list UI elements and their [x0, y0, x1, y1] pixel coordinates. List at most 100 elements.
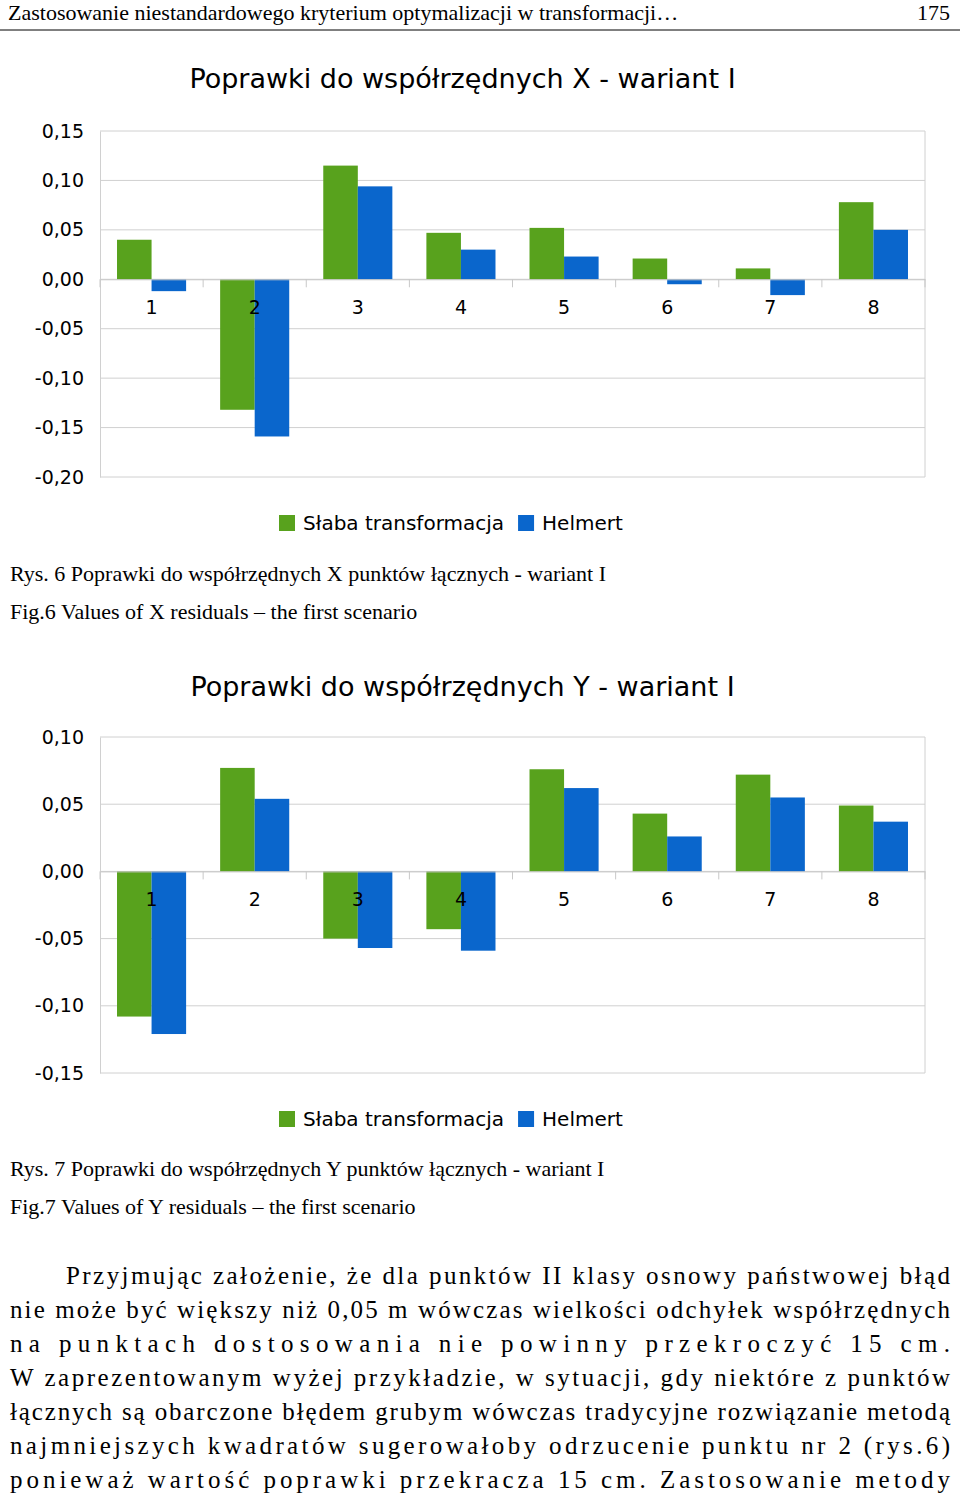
y-tick-label: 0,15	[42, 120, 84, 142]
x-tick-label: 6	[661, 888, 673, 910]
grid-line	[100, 737, 925, 738]
bars	[117, 768, 908, 1034]
x-tick-label: 3	[352, 888, 364, 910]
x-tick: 6	[661, 279, 673, 317]
bar	[736, 775, 771, 872]
x-tick: 2	[249, 279, 261, 317]
chart-title: Poprawki do współrzędnych X - wariant I	[189, 63, 735, 94]
y-tick: -0,05	[35, 317, 100, 339]
paragraph-line: na punktach dostosowania nie powinny prz…	[10, 1330, 950, 1357]
y-tick-label: 0,10	[42, 726, 84, 748]
series	[152, 186, 908, 436]
category-separator	[306, 279, 307, 287]
x-tick-label: 5	[558, 296, 570, 318]
x-tick: 8	[867, 871, 879, 909]
category-separator	[512, 279, 513, 287]
category-separator	[615, 279, 616, 287]
bar	[873, 822, 908, 872]
bar	[736, 268, 771, 279]
chart: Poprawki do współrzędnych X - wariant I -…	[35, 63, 926, 535]
x-tick: 3	[352, 279, 364, 317]
bar	[426, 233, 461, 279]
category-separator	[821, 871, 822, 879]
y-tick-label: 0,00	[42, 268, 84, 290]
legend-label: Słaba transformacja	[303, 1107, 504, 1131]
legend-item: Słaba transformacja	[279, 1107, 504, 1131]
chart: Poprawki do współrzędnych Y - wariant I -…	[35, 671, 926, 1131]
legend-label: Słaba transformacja	[303, 511, 504, 535]
y-axis-line	[100, 132, 101, 478]
grid-line	[100, 1073, 925, 1074]
y-axis: -0,20-0,15-0,10-0,050,000,050,100,15	[35, 120, 101, 488]
x-tick-label: 4	[455, 888, 467, 910]
header-rule	[0, 30, 960, 31]
x-tick-label: 2	[249, 296, 261, 318]
grid	[100, 131, 925, 477]
y-axis-line	[100, 738, 101, 1074]
y-tick-label: -0,15	[35, 1062, 84, 1084]
legend: Słaba transformacja Helmert	[279, 511, 623, 535]
bar	[667, 836, 702, 871]
figure-caption: Rys. 7 Poprawki do współrzędnych Y punkt…	[10, 1156, 604, 1181]
figure-caption-en: Fig.6 Values of X residuals – the first …	[10, 599, 417, 624]
y-tick-label: 0,10	[42, 169, 84, 191]
paragraph-line: łącznych są obarczone błędem grubym wówc…	[10, 1398, 951, 1425]
legend-label: Helmert	[542, 511, 623, 535]
grid-line	[100, 229, 925, 230]
paragraph-line: W zaprezentowanym wyżej przykładzie, w s…	[10, 1364, 950, 1391]
grid-line	[100, 938, 925, 939]
x-tick: 7	[764, 279, 776, 317]
x-tick: 8	[867, 279, 879, 317]
category-separator	[512, 871, 513, 879]
bar	[564, 788, 599, 871]
category-separator	[100, 871, 101, 879]
x-tick: 6	[661, 871, 673, 909]
bar	[770, 797, 805, 871]
grid-line	[100, 1005, 925, 1006]
legend-label: Helmert	[542, 1107, 623, 1131]
x-tick: 5	[558, 279, 570, 317]
y-tick: -0,10	[35, 994, 100, 1016]
bar	[358, 186, 393, 279]
category-separator	[925, 871, 926, 879]
y-tick: 0,00	[42, 268, 100, 290]
y-tick-label: 0,05	[42, 218, 84, 240]
legend-swatch	[518, 1111, 534, 1127]
plot-frame	[925, 131, 926, 477]
bar	[839, 202, 874, 279]
x-tick-label: 3	[352, 296, 364, 318]
chart-title: Poprawki do współrzędnych Y - wariant I	[190, 671, 734, 702]
x-tick-label: 2	[249, 888, 261, 910]
category-separator	[615, 871, 616, 879]
grid-line	[100, 131, 925, 132]
x-axis: 12345678	[101, 871, 926, 909]
x-tick-label: 8	[867, 888, 879, 910]
page-number: 175	[917, 0, 950, 25]
bar	[461, 250, 496, 280]
grid-line	[100, 180, 925, 181]
grid-line	[100, 477, 925, 478]
grid-line	[100, 427, 925, 428]
bar	[461, 871, 496, 950]
y-tick-label: -0,10	[35, 367, 84, 389]
x-tick-label: 7	[764, 888, 776, 910]
category-separator	[925, 279, 926, 287]
bar	[152, 279, 187, 291]
x-tick: 3	[352, 871, 364, 909]
y-tick: -0,15	[35, 416, 100, 438]
legend-swatch	[279, 1111, 295, 1127]
x-tick-label: 6	[661, 296, 673, 318]
category-separator	[100, 279, 101, 287]
bar	[873, 230, 908, 279]
x-tick: 7	[764, 871, 776, 909]
category-separator	[718, 871, 719, 879]
bars	[117, 166, 908, 437]
bar	[530, 769, 565, 871]
page: Zastosowanie niestandardowego kryterium …	[0, 0, 960, 1503]
x-tick: 1	[146, 871, 158, 909]
bar	[117, 240, 152, 280]
y-tick: 0,05	[42, 793, 100, 815]
legend: Słaba transformacja Helmert	[279, 1107, 623, 1131]
x-tick: 4	[455, 279, 467, 317]
x-axis: 12345678	[101, 279, 926, 317]
